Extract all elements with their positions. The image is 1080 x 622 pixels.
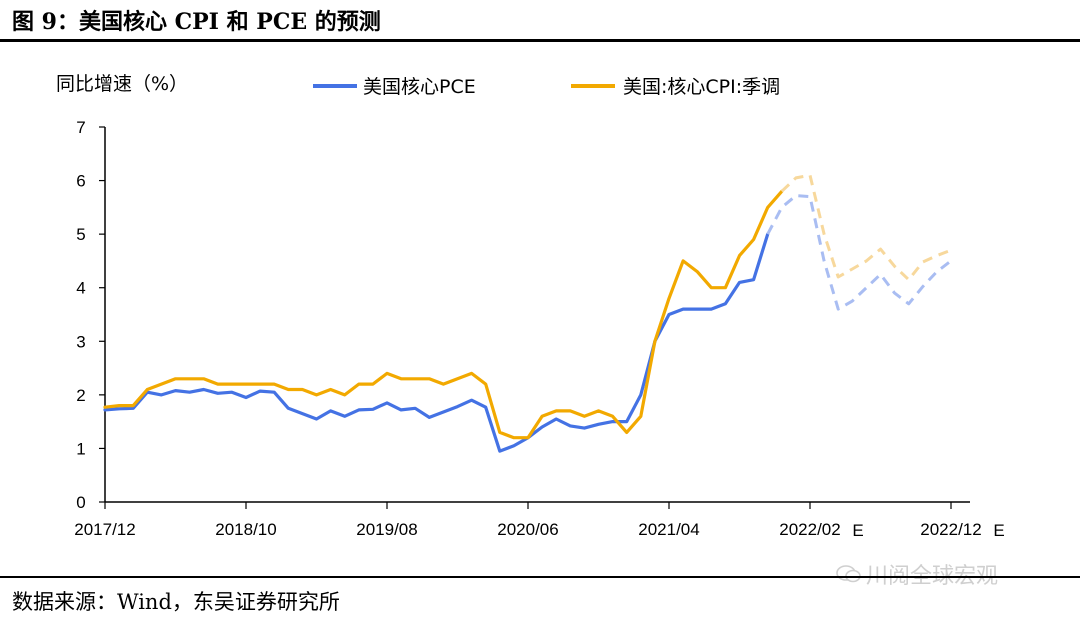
watermark-text: 川阅全球宏观 — [866, 564, 999, 589]
y-tick-label: 7 — [76, 118, 85, 137]
watermark: 川阅全球宏观 — [836, 558, 998, 590]
y-tick-label: 1 — [76, 439, 85, 458]
y-tick-label: 2 — [76, 386, 85, 405]
forecast-line-cpi — [780, 173, 952, 282]
x-tick-label: 2021/04 — [638, 520, 699, 539]
y-tick-label: 5 — [76, 225, 85, 244]
x-tick-suffix: E — [993, 521, 1004, 540]
series-line-cpi — [103, 189, 784, 440]
x-tick-label: 2017/12 — [74, 520, 135, 539]
x-tick-suffix: E — [852, 521, 863, 540]
legend-label-pce: 美国核心PCE — [363, 76, 476, 98]
y-tick-label: 4 — [76, 279, 85, 298]
forecast-line-pce — [766, 194, 952, 311]
series-layer — [103, 173, 952, 453]
y-tick-label: 3 — [76, 332, 85, 351]
chart-canvas: 同比增速（%） 美国核心PCE 美国:核心CPI:季调 0 1 2 3 4 5 6 7 2017… — [56, 73, 1005, 540]
legend: 美国核心PCE 美国:核心CPI:季调 — [313, 76, 780, 98]
source-note: 数据来源：Wind，东吴证券研究所 — [12, 590, 340, 614]
chart-title: 图 9：美国核心 CPI 和 PCE 的预测 — [12, 9, 381, 35]
x-tick-label: 2022/12 — [920, 520, 981, 539]
legend-label-cpi: 美国:核心CPI:季调 — [623, 76, 780, 98]
source-rule — [0, 576, 1080, 578]
x-tick-label: 2018/10 — [215, 520, 276, 539]
title-rule — [0, 39, 1080, 42]
y-axis-label: 同比增速（%） — [56, 73, 188, 95]
x-tick-label: 2020/06 — [497, 520, 558, 539]
x-tick-label: 2019/08 — [356, 520, 417, 539]
x-tick-label: 2022/02 — [779, 520, 840, 539]
y-tick-label: 0 — [76, 493, 85, 512]
series-line-pce — [103, 232, 770, 453]
axes: 0 1 2 3 4 5 6 7 2017/12 2018/10 2019/08 2020/06 2021… — [74, 118, 1004, 540]
y-tick-label: 6 — [76, 172, 85, 191]
wechat-icon — [836, 565, 861, 583]
